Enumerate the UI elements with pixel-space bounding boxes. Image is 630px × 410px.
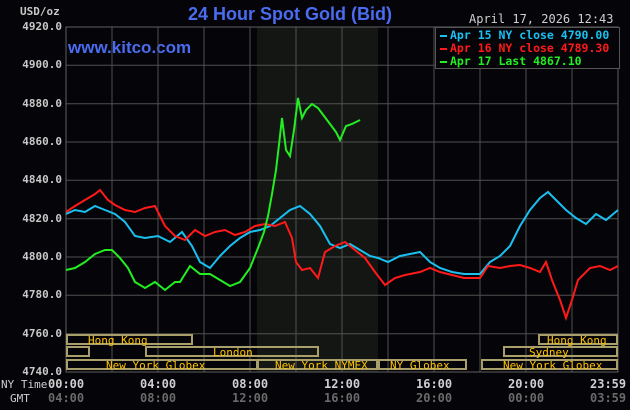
y-tick: 4880.0	[22, 97, 62, 110]
timestamp: April 17, 2026 12:43	[469, 12, 614, 26]
series-apr16	[65, 188, 619, 322]
series-apr15	[65, 190, 619, 275]
gmt-tick: 12:00	[232, 391, 269, 405]
legend-swatch-icon	[440, 60, 447, 63]
grid-lines	[66, 27, 618, 372]
chart-title: 24 Hour Spot Gold (Bid)	[188, 4, 392, 24]
y-tick: 4820.0	[22, 212, 62, 225]
nymex-shade	[257, 27, 378, 372]
ny-tick: 08:00	[232, 377, 269, 391]
session-hong-kong-2: Hong Kong	[538, 334, 618, 346]
legend-item-apr15: Apr 15 NY close 4790.00	[440, 29, 609, 42]
session-london: London	[145, 346, 319, 358]
session-tokyo-stub	[66, 346, 90, 357]
session-ny-globex-1: New York Globex	[66, 359, 258, 371]
ny-tick: 00:00	[48, 377, 85, 391]
gmt-tick: 20:00	[416, 391, 453, 405]
y-tick: 4860.0	[22, 135, 62, 148]
unit-label: USD/oz	[20, 5, 60, 18]
session-ny-nymex: New York NYMEX	[257, 359, 378, 371]
session-hong-kong-1: Hong Kong	[66, 334, 193, 346]
gmt-tick: 03:59	[590, 391, 627, 405]
session-sydney: Sydney	[503, 346, 618, 358]
legend: Apr 15 NY close 4790.00 Apr 16 NY close …	[435, 27, 620, 69]
legend-swatch-icon	[440, 34, 447, 37]
y-tick: 4840.0	[22, 173, 62, 186]
ny-tick: 12:00	[324, 377, 361, 391]
y-tick: 4780.0	[22, 288, 62, 301]
ny-tick: 23:59	[590, 377, 627, 391]
legend-swatch-icon	[440, 47, 447, 50]
session-ny-globex-2: NY Globex	[378, 359, 467, 371]
ny-tick: 16:00	[416, 377, 453, 391]
gmt-tick: 08:00	[140, 391, 177, 405]
gmt-tick: 00:00	[508, 391, 545, 405]
ny-time-label: NY Time	[1, 378, 48, 391]
y-tick: 4800.0	[22, 250, 62, 263]
y-tick: 4760.0	[22, 327, 62, 340]
ny-tick: 04:00	[140, 377, 177, 391]
gmt-tick: 16:00	[324, 391, 361, 405]
y-tick: 4920.0	[22, 20, 62, 33]
y-tick: 4740.0	[22, 365, 62, 378]
legend-item-apr16: Apr 16 NY close 4789.30	[440, 42, 609, 55]
gmt-tick: 04:00	[48, 391, 85, 405]
legend-item-apr17: Apr 17 Last 4867.10	[440, 55, 582, 68]
ny-tick: 20:00	[508, 377, 545, 391]
session-ny-globex-3: New York Globex	[481, 359, 618, 371]
plot-border	[65, 26, 619, 373]
y-tick: 4900.0	[22, 58, 62, 71]
gmt-label: GMT	[10, 392, 30, 405]
site-link[interactable]: www.kitco.com	[68, 38, 192, 57]
series-apr17	[65, 97, 361, 292]
